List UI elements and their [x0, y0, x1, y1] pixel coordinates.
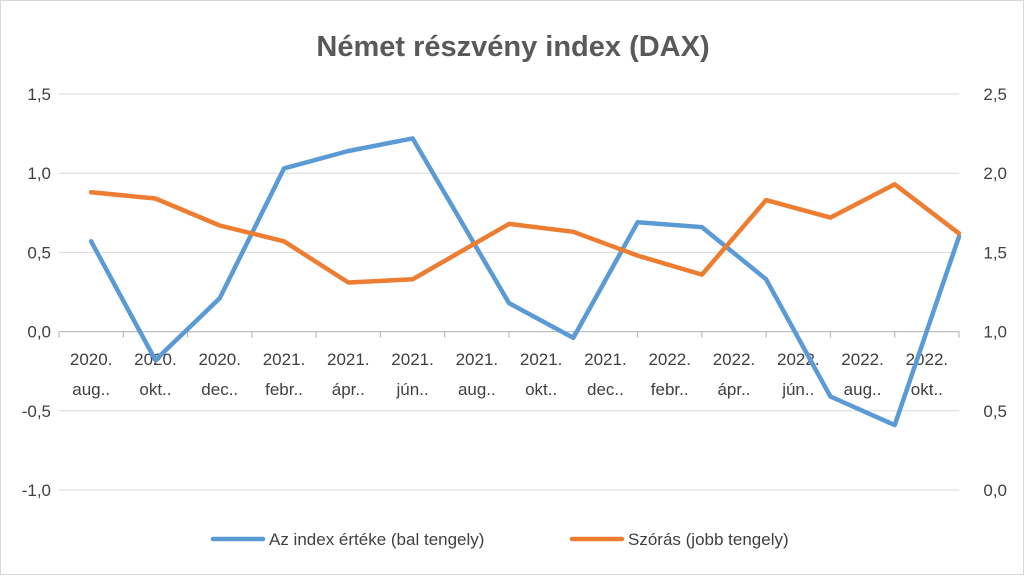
chart-title: Német részvény index (DAX): [316, 31, 709, 63]
right-axis-ticks: 2,5 2,0 1,5 1,0 0,5 0,0: [983, 85, 1007, 500]
left-tick-label: 0,5: [27, 243, 51, 262]
category-label-year: 2021.: [456, 350, 499, 369]
category-label-year: 2021.: [391, 350, 434, 369]
legend-label-0: Az index értéke (bal tengely): [269, 530, 484, 549]
category-label-month: febr..: [265, 380, 303, 399]
category-label-year: 2021.: [584, 350, 627, 369]
right-tick-label: 1,0: [983, 323, 1007, 342]
left-tick-label: -1,0: [22, 481, 51, 500]
right-tick-label: 2,5: [983, 85, 1007, 104]
category-label-year: 2020.: [70, 350, 113, 369]
category-label-month: aug..: [72, 380, 110, 399]
category-label-year: 2022.: [648, 350, 691, 369]
left-tick-label: 1,0: [27, 164, 51, 183]
left-axis-ticks: 1,5 1,0 0,5 0,0 -0,5 -1,0: [22, 85, 51, 500]
category-label-year: 2022.: [713, 350, 756, 369]
category-label-month: febr..: [651, 380, 689, 399]
left-tick-label: 1,5: [27, 85, 51, 104]
category-label-month: dec..: [201, 380, 238, 399]
category-label-month: ápr..: [332, 380, 365, 399]
legend: Az index értéke (bal tengely) Szórás (job…: [210, 530, 789, 549]
category-label-month: ápr..: [717, 380, 750, 399]
category-label-month: jún..: [781, 380, 814, 399]
series-line-szoras: [88, 182, 962, 285]
category-label-year: 2022.: [906, 350, 949, 369]
category-label-year: 2021.: [520, 350, 563, 369]
category-label-year: 2021.: [327, 350, 370, 369]
category-labels: 2020.aug..2020.okt..2020.dec..2021.febr.…: [70, 350, 948, 399]
category-label-year: 2022.: [841, 350, 884, 369]
category-label-month: okt..: [525, 380, 557, 399]
category-label-year: 2020.: [198, 350, 241, 369]
category-label-year: 2021.: [263, 350, 306, 369]
right-tick-label: 2,0: [983, 164, 1007, 183]
category-label-month: aug..: [844, 380, 882, 399]
right-tick-label: 0,5: [983, 402, 1007, 421]
series-lines: [88, 136, 962, 428]
category-label-month: jún..: [396, 380, 429, 399]
category-label-month: okt..: [911, 380, 943, 399]
category-label-month: dec..: [587, 380, 624, 399]
legend-label-1: Szórás (jobb tengely): [628, 530, 789, 549]
right-tick-label: 0,0: [983, 481, 1007, 500]
category-label-month: aug..: [458, 380, 496, 399]
series-line-index: [88, 136, 962, 428]
gridlines: [58, 93, 960, 491]
category-label-month: okt..: [139, 380, 171, 399]
left-tick-label: 0,0: [27, 323, 51, 342]
left-tick-label: -0,5: [22, 402, 51, 421]
right-tick-label: 1,5: [983, 243, 1007, 262]
